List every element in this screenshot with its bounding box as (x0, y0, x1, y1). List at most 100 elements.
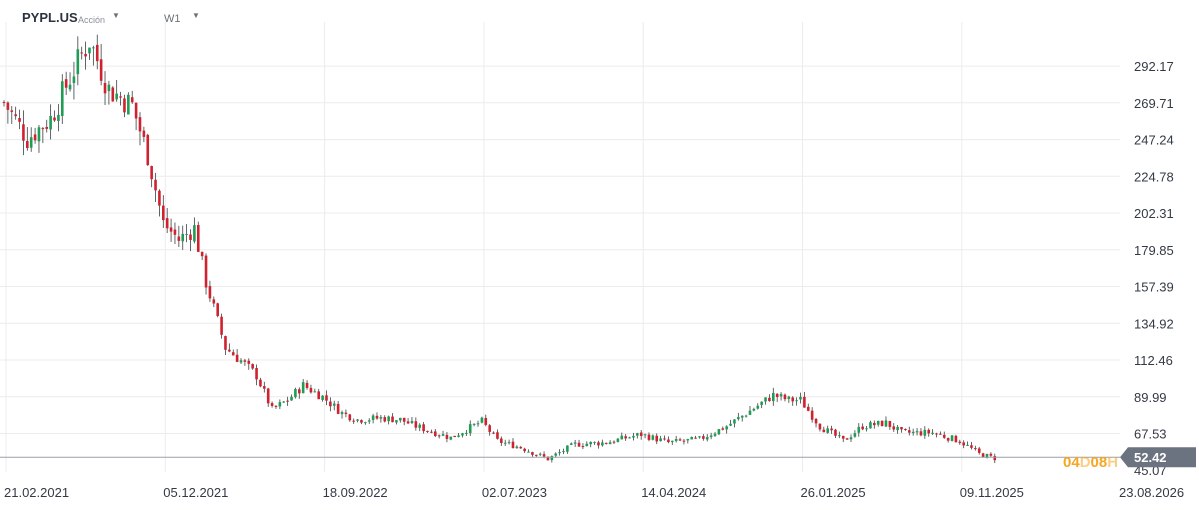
candle-down (26, 141, 29, 149)
candle-up (670, 440, 674, 443)
candle-down (577, 442, 581, 447)
candle-up (651, 435, 655, 440)
symbol-dropdown-icon[interactable]: ▼ (112, 11, 120, 20)
candle-down (204, 255, 208, 288)
candle-up (410, 421, 414, 423)
candle-up (76, 49, 80, 75)
candle-up (865, 428, 868, 430)
candle-down (138, 117, 142, 132)
candle-up (49, 115, 52, 130)
candle-down (352, 420, 355, 422)
candle-down (336, 403, 340, 414)
candle-down (130, 97, 134, 103)
candle-down (259, 379, 262, 387)
candle-down (406, 421, 410, 424)
candle-up (849, 437, 853, 440)
candle-up (554, 453, 558, 456)
candle-down (981, 453, 985, 458)
candle-down (888, 420, 892, 427)
candle-down (41, 128, 45, 130)
candle-up (193, 225, 196, 242)
candle-down (880, 420, 884, 427)
candle-up (799, 396, 802, 400)
candle-up (756, 405, 760, 409)
candle-down (873, 422, 876, 426)
candle-up (713, 433, 717, 436)
candle-down (962, 442, 965, 446)
candle-up (744, 415, 748, 417)
candle-up (857, 426, 861, 433)
candle-down (45, 126, 49, 129)
candle-up (550, 456, 554, 461)
candle-down (531, 452, 534, 455)
candle-up (923, 429, 927, 436)
timeframe-selector[interactable]: W1 (164, 13, 181, 25)
candle-down (216, 303, 219, 316)
candle-down (822, 429, 826, 433)
candle-down (200, 251, 204, 257)
candle-up (585, 443, 589, 447)
price-overlay: 52.42 04D08H (0, 447, 1196, 471)
candle-up (733, 419, 736, 424)
candle-up (573, 442, 577, 444)
candle-up (301, 382, 305, 394)
y-tick-label: 224.78 (1134, 169, 1174, 184)
candle-up (589, 441, 592, 445)
candle-down (488, 425, 491, 432)
countdown-part: 08 (1091, 454, 1108, 471)
candle-down (919, 431, 923, 436)
candle-down (814, 418, 818, 424)
candle-up (294, 388, 297, 398)
candle-down (99, 59, 103, 81)
candle-up (37, 127, 41, 142)
candle-up (674, 439, 678, 441)
candle-down (597, 442, 600, 446)
timeframe-dropdown-icon[interactable]: ▼ (192, 11, 200, 20)
candle-up (795, 400, 798, 402)
candle-down (266, 388, 270, 404)
grid-lines (0, 22, 1120, 472)
candle-up (449, 436, 453, 440)
candle-down (694, 437, 697, 439)
candle-up (931, 432, 934, 434)
candle-up (826, 428, 829, 433)
candle-down (647, 434, 651, 440)
candle-down (721, 428, 725, 430)
candle-up (538, 453, 542, 455)
candle-down (639, 432, 643, 436)
candle-down (317, 391, 321, 400)
candle-down (189, 234, 192, 240)
candle-up (911, 431, 915, 434)
candle-down (484, 418, 488, 425)
candle-down (263, 386, 266, 389)
candle-down (231, 352, 235, 356)
candle-down (18, 118, 21, 122)
candle-down (165, 218, 169, 229)
candle-up (853, 433, 857, 437)
candle-down (845, 438, 849, 440)
candle-down (546, 456, 550, 461)
candle-up (127, 94, 130, 115)
x-axis: 21.02.2021 05.12.2021 18.09.2022 02.07.2023… (4, 485, 1184, 500)
candle-down (993, 456, 997, 461)
candle-down (344, 412, 348, 414)
candle-up (884, 420, 888, 427)
candle-up (29, 137, 33, 148)
candle-up (340, 412, 344, 415)
symbol-label[interactable]: PYPL.US (22, 10, 78, 25)
y-tick-label: 89.99 (1134, 390, 1167, 405)
candle-down (10, 110, 14, 112)
candle-up (115, 93, 118, 100)
candle-up (616, 438, 620, 442)
candle-up (418, 424, 422, 428)
candle-up (950, 435, 954, 441)
candle-up (527, 451, 530, 453)
candle-down (958, 441, 962, 443)
candle-down (834, 429, 837, 436)
candle-down (702, 436, 705, 439)
candle-up (740, 415, 744, 418)
candle-down (954, 435, 958, 443)
candle-down (243, 360, 247, 362)
candle-down (224, 336, 227, 350)
